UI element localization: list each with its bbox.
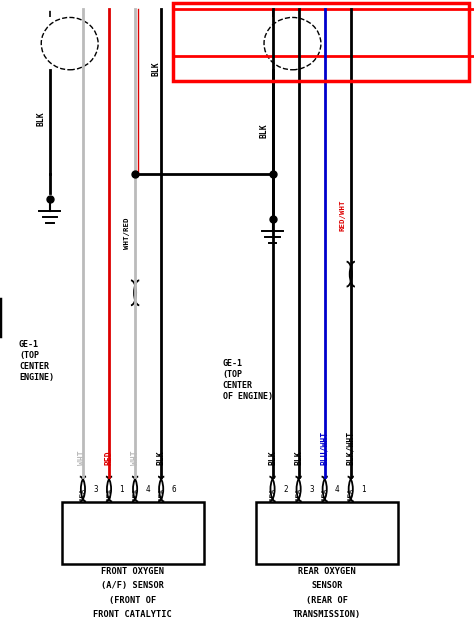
- Text: RED: RED: [105, 451, 113, 465]
- Text: BLK: BLK: [268, 451, 277, 465]
- Text: NCA: NCA: [270, 488, 275, 500]
- Bar: [256, 502, 398, 564]
- Text: WHT: WHT: [131, 451, 139, 465]
- Text: 1: 1: [361, 485, 366, 493]
- Text: FRONT CATALYTIC: FRONT CATALYTIC: [93, 610, 172, 619]
- Text: REAR OXYGEN: REAR OXYGEN: [298, 567, 356, 576]
- Text: BLK: BLK: [157, 451, 165, 465]
- Text: NCA: NCA: [80, 488, 86, 500]
- Text: RED/WHT: RED/WHT: [339, 199, 345, 231]
- Text: NCA: NCA: [296, 488, 301, 500]
- Text: 4: 4: [146, 485, 150, 493]
- Bar: [173, 3, 469, 81]
- Text: WHT/RED: WHT/RED: [124, 218, 129, 249]
- Text: TRANSMISSION): TRANSMISSION): [293, 610, 361, 619]
- Text: BLU/WHT: BLU/WHT: [320, 431, 329, 465]
- Text: FRONT OXYGEN: FRONT OXYGEN: [101, 567, 164, 576]
- Text: BLK/WHT: BLK/WHT: [346, 431, 355, 465]
- Text: BLK: BLK: [152, 61, 161, 76]
- Text: 3: 3: [93, 485, 98, 493]
- Text: NCA: NCA: [348, 488, 354, 500]
- Text: 1: 1: [119, 485, 124, 493]
- Text: SENSOR: SENSOR: [311, 581, 343, 590]
- Text: NCA: NCA: [322, 488, 328, 500]
- Text: BLK: BLK: [37, 111, 46, 126]
- Text: GE-1
(TOP
CENTER
OF ENGINE): GE-1 (TOP CENTER OF ENGINE): [223, 359, 273, 401]
- Text: GE-1
(TOP
CENTER
ENGINE): GE-1 (TOP CENTER ENGINE): [19, 340, 54, 383]
- Text: 4: 4: [335, 485, 340, 493]
- Text: BLK: BLK: [260, 123, 268, 138]
- Text: 6: 6: [172, 485, 176, 493]
- Text: NCA: NCA: [132, 488, 138, 500]
- Text: 3: 3: [309, 485, 314, 493]
- Text: WHT: WHT: [79, 451, 87, 465]
- Text: NCA: NCA: [158, 488, 164, 500]
- Text: (A/F) SENSOR: (A/F) SENSOR: [101, 581, 164, 590]
- Text: BLK: BLK: [294, 451, 303, 465]
- Bar: [62, 502, 204, 564]
- Text: (FRONT OF: (FRONT OF: [109, 596, 156, 604]
- Text: (REAR OF: (REAR OF: [306, 596, 348, 604]
- Text: NCA: NCA: [106, 488, 112, 500]
- Text: 2: 2: [283, 485, 288, 493]
